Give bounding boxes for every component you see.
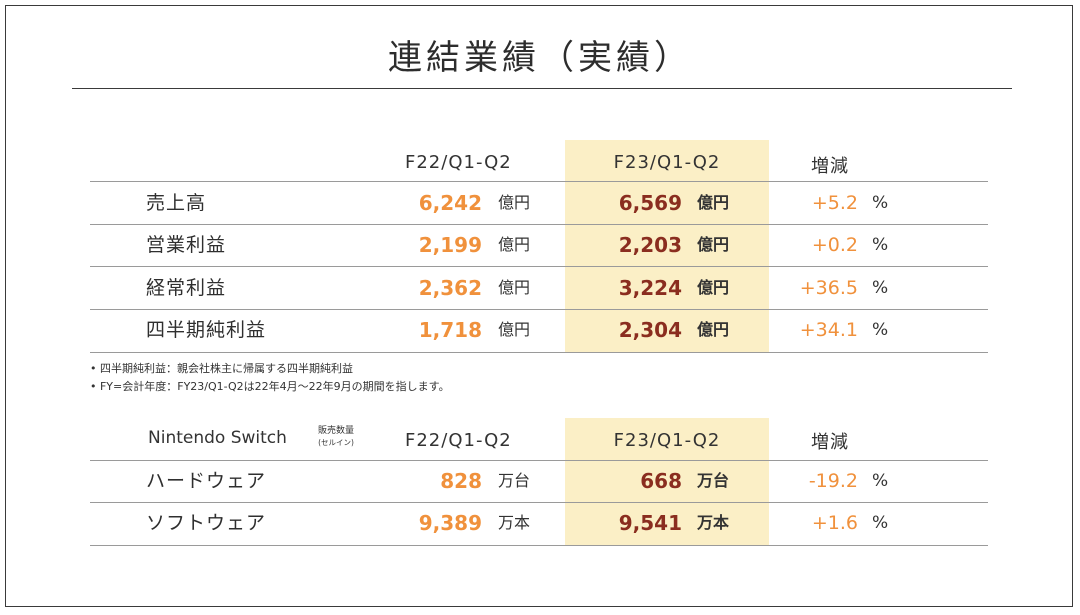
curr-value: 9,541 [618, 511, 682, 535]
curr-unit: 億円 [697, 278, 730, 297]
header-prev-period: F22/Q1-Q2 [405, 152, 512, 173]
curr-value: 2,203 [618, 233, 682, 257]
curr-value: 3,224 [618, 276, 682, 300]
title-divider [72, 88, 1012, 89]
prev-unit: 億円 [498, 235, 531, 254]
prev-value: 6,242 [418, 191, 482, 215]
prev-value: 2,199 [418, 233, 482, 257]
change-unit: % [872, 235, 889, 255]
row-label: 四半期純利益 [146, 319, 267, 341]
change-value: +36.5 [799, 277, 858, 299]
change-value: +5.2 [811, 192, 858, 214]
prev-unit: 億円 [498, 320, 531, 339]
table-rule [90, 181, 988, 182]
table-row: 売上高 6,242 億円 6,569 億円 +5.2 % [0, 183, 1080, 223]
header-curr-period: F23/Q1-Q2 [613, 430, 721, 451]
change-value: +1.6 [811, 512, 858, 534]
curr-value: 668 [640, 469, 682, 493]
prev-value: 828 [440, 469, 482, 493]
row-label: ソフトウェア [146, 512, 267, 534]
row-label: 経常利益 [146, 277, 227, 299]
prev-value: 1,718 [418, 318, 482, 342]
header-prev-period: F22/Q1-Q2 [405, 430, 512, 451]
header-curr-period: F23/Q1-Q2 [613, 152, 721, 173]
curr-value: 2,304 [618, 318, 682, 342]
table-rule [90, 309, 988, 310]
table-row: ハードウェア 828 万台 668 万台 -19.2 % [0, 461, 1080, 501]
prev-value: 2,362 [418, 276, 482, 300]
table-rule [90, 224, 988, 225]
curr-unit: 億円 [697, 193, 730, 212]
switch-sublabel: 販売数量 (セルイン) [318, 426, 354, 448]
switch-label: Nintendo Switch [148, 428, 287, 448]
table-row: 四半期純利益 1,718 億円 2,304 億円 +34.1 % [0, 310, 1080, 350]
table-rule [90, 460, 988, 461]
header-change: 増減 [811, 432, 849, 453]
change-unit: % [872, 193, 889, 213]
change-value: +34.1 [799, 319, 858, 341]
table-row: 営業利益 2,199 億円 2,203 億円 +0.2 % [0, 225, 1080, 265]
row-label: ハードウェア [146, 470, 267, 492]
slide-frame [5, 5, 1073, 607]
table-row: ソフトウェア 9,389 万本 9,541 万本 +1.6 % [0, 503, 1080, 543]
prev-unit: 万本 [498, 513, 531, 532]
change-unit: % [872, 471, 889, 491]
footnote: • FY=会計年度：FY23/Q1-Q2は22年4月～22年9月の期間を指します… [90, 380, 450, 393]
header-change: 増減 [811, 156, 849, 177]
curr-unit: 万本 [697, 513, 730, 532]
change-value: -19.2 [808, 470, 858, 492]
page-title: 連結業績（実績） [388, 38, 692, 78]
sublabel-sell-in: (セルイン) [318, 438, 354, 447]
row-label: 営業利益 [146, 234, 227, 256]
prev-unit: 億円 [498, 193, 531, 212]
curr-value: 6,569 [618, 191, 682, 215]
change-value: +0.2 [811, 234, 858, 256]
table-rule [90, 266, 988, 267]
footnote: • 四半期純利益：親会社株主に帰属する四半期純利益 [90, 362, 353, 375]
current-period-highlight-switch [565, 418, 769, 545]
curr-unit: 億円 [697, 320, 730, 339]
prev-unit: 億円 [498, 278, 531, 297]
table-rule [90, 352, 988, 353]
table-rule [90, 545, 988, 546]
curr-unit: 億円 [697, 235, 730, 254]
prev-unit: 万台 [498, 471, 531, 490]
table-row: 経常利益 2,362 億円 3,224 億円 +36.5 % [0, 268, 1080, 308]
row-label: 売上高 [146, 192, 207, 214]
curr-unit: 万台 [697, 471, 730, 490]
change-unit: % [872, 278, 889, 298]
prev-value: 9,389 [418, 511, 482, 535]
sublabel-sales-volume: 販売数量 [318, 426, 355, 436]
table-rule [90, 502, 988, 503]
current-period-highlight [565, 140, 769, 352]
change-unit: % [872, 320, 889, 340]
change-unit: % [872, 513, 889, 533]
